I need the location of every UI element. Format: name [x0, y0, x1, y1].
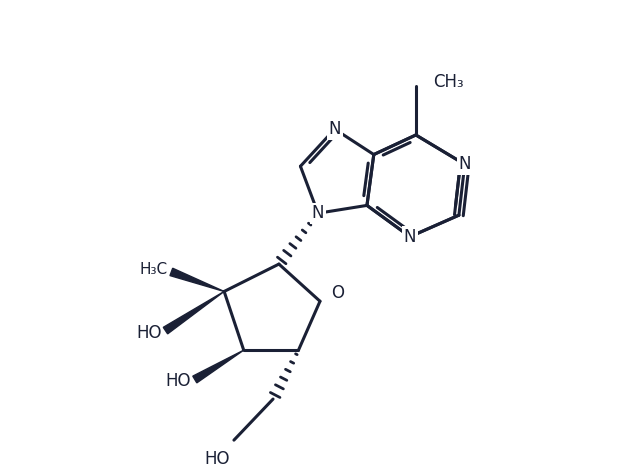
Text: CH₃: CH₃ [433, 73, 464, 91]
Text: O: O [331, 284, 344, 302]
Text: H₃C: H₃C [140, 262, 168, 277]
Polygon shape [170, 268, 224, 291]
Text: N: N [404, 227, 416, 246]
Text: HO: HO [165, 372, 191, 391]
Polygon shape [163, 291, 224, 334]
Text: N: N [312, 204, 324, 222]
Text: N: N [328, 120, 341, 138]
Text: HO: HO [136, 323, 161, 342]
Text: N: N [458, 155, 471, 173]
Text: HO: HO [205, 450, 230, 468]
Polygon shape [193, 350, 244, 383]
